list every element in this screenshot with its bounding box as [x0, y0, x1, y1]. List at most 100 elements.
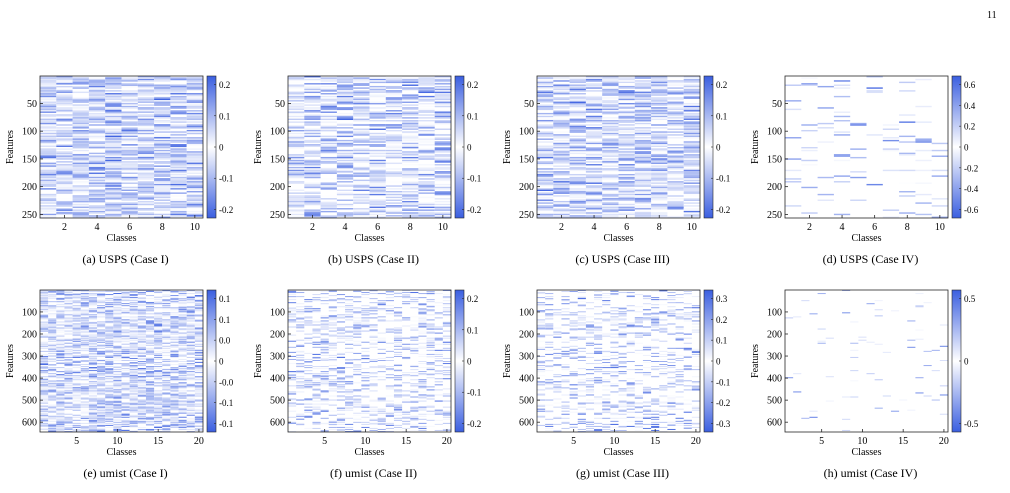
heatmap-cell: [585, 118, 603, 121]
heatmap-cell: [105, 121, 122, 123]
heatmap-cell: [304, 370, 313, 372]
heatmap-cell: [602, 122, 619, 125]
heatmap-cell: [915, 159, 932, 162]
heatmap-cell: [683, 210, 700, 213]
heatmap-cell: [320, 322, 329, 324]
heatmap-cell: [88, 356, 98, 358]
heatmap-cell: [64, 345, 73, 347]
heatmap-cell: [320, 317, 329, 319]
heatmap-cell: [88, 84, 106, 86]
heatmap-cell: [186, 132, 203, 135]
heatmap-cell: [328, 295, 337, 297]
heatmap-cell: [186, 422, 195, 424]
heatmap-cell: [434, 198, 451, 200]
heatmap-cell: [137, 424, 146, 426]
heatmap-cell: [178, 377, 187, 379]
heatmap-cell: [137, 88, 155, 91]
heatmap-cell: [585, 202, 603, 204]
heatmap-cell: [186, 151, 203, 153]
heatmap-cell: [72, 172, 89, 174]
heatmap-cell: [72, 111, 89, 113]
heatmap-cell: [618, 111, 635, 113]
heatmap-cell: [304, 373, 313, 375]
heatmap-cell: [162, 363, 171, 365]
heatmap-cell: [618, 176, 635, 179]
heatmap-cell: [154, 378, 163, 380]
heatmap-cell: [121, 161, 138, 163]
heatmap-cell: [80, 290, 89, 292]
heatmap-cell: [569, 159, 586, 162]
heatmap-cell: [170, 298, 179, 300]
heatmap-cell: [121, 121, 138, 123]
heatmap-cell: [72, 125, 89, 128]
heatmap-cell: [537, 215, 554, 217]
heatmap-cell: [434, 137, 451, 139]
heatmap-cell: [634, 85, 652, 88]
heatmap-cell: [40, 115, 57, 118]
x-tick-label: 10: [190, 222, 200, 233]
heatmap-cell: [88, 209, 106, 211]
heatmap-cell: [170, 422, 179, 424]
heatmap-cell: [418, 209, 435, 211]
heatmap-cell: [97, 379, 106, 381]
heatmap-cell: [178, 358, 187, 360]
heatmap-cell: [170, 325, 179, 327]
heatmap-cell: [602, 120, 619, 122]
heatmap-cell: [56, 181, 73, 183]
heatmap-cell: [113, 379, 122, 381]
heatmap-cell: [320, 159, 337, 162]
heatmap-cell: [194, 422, 203, 424]
heatmap-cell: [320, 188, 337, 190]
heatmap-cell: [56, 316, 65, 318]
heatmap-cell: [56, 76, 73, 78]
heatmap-cell: [353, 107, 370, 109]
heatmap-cell: [170, 368, 179, 370]
heatmap-cell: [304, 168, 321, 170]
heatmap-cell: [145, 312, 155, 314]
heatmap-cell: [785, 158, 802, 160]
heatmap-cell: [312, 422, 321, 424]
heatmap-cell: [137, 158, 155, 160]
heatmap-cell: [683, 128, 700, 130]
heatmap-cell: [121, 178, 138, 180]
heatmap-cell: [170, 100, 187, 102]
heatmap-cell: [170, 390, 179, 392]
heatmap-cell: [801, 164, 818, 166]
heatmap-cell: [129, 379, 138, 381]
heatmap-cell: [833, 159, 851, 162]
heatmap-cell: [178, 392, 187, 394]
heatmap-cell: [402, 81, 419, 84]
heatmap-cell: [97, 311, 106, 313]
heatmap-cell: [288, 139, 305, 142]
heatmap-cell: [170, 176, 187, 179]
heatmap-cell: [288, 141, 305, 143]
heatmap-cell: [64, 421, 73, 423]
heatmap-cell: [88, 299, 98, 301]
heatmap-cell: [72, 182, 89, 184]
heatmap-cell: [129, 359, 138, 361]
heatmap-cell: [194, 298, 203, 300]
heatmap-cell: [137, 298, 146, 300]
heatmap-cell: [186, 158, 203, 160]
heatmap-cell: [569, 100, 586, 102]
heatmap-cell: [288, 422, 297, 424]
heatmap-cell: [105, 351, 114, 353]
heatmap-cell: [137, 120, 155, 122]
heatmap-cell: [162, 373, 171, 375]
heatmap-cell: [97, 334, 106, 336]
heatmap-cell: [88, 382, 98, 384]
heatmap-cell: [56, 408, 65, 410]
heatmap-cell: [170, 78, 187, 81]
heatmap-cell: [80, 318, 89, 320]
heatmap-cell: [113, 383, 122, 385]
heatmap-cell: [113, 298, 122, 300]
heatmap-cell: [312, 353, 321, 355]
heatmap-cell: [154, 183, 171, 186]
heatmap-cell: [667, 121, 684, 123]
heatmap-cell: [651, 176, 668, 179]
heatmap-cell: [296, 391, 305, 393]
heatmap-cell: [304, 107, 321, 109]
heatmap-cell: [97, 402, 106, 404]
heatmap-cell: [121, 191, 138, 193]
heatmap-cell: [312, 297, 321, 299]
